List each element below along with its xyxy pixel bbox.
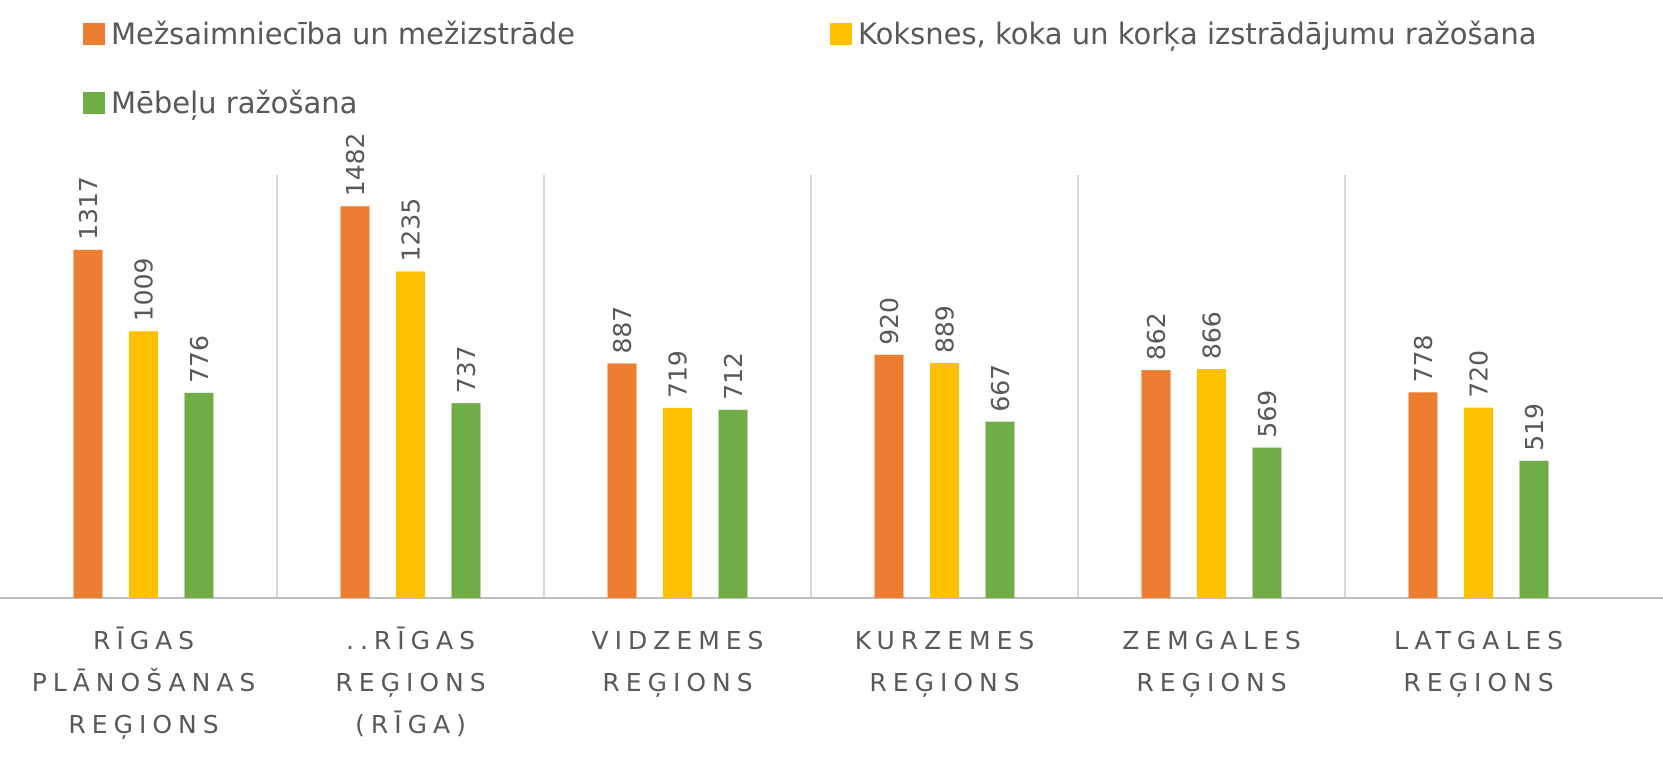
data-label: 920 xyxy=(875,297,904,345)
legend-label: Mēbeļu ražošana xyxy=(111,86,357,120)
data-label: 720 xyxy=(1465,350,1494,398)
x-tick-label: LATGALES REĢIONS xyxy=(1393,626,1569,697)
data-label: 519 xyxy=(1520,403,1549,451)
bar xyxy=(1197,369,1226,598)
data-label: 737 xyxy=(452,345,481,393)
bar xyxy=(129,331,158,598)
bar xyxy=(663,407,692,598)
bar xyxy=(451,403,481,598)
data-label: 569 xyxy=(1253,390,1282,438)
data-label: 887 xyxy=(608,306,637,354)
data-label: 1235 xyxy=(397,198,426,262)
bar xyxy=(73,249,103,599)
x-tick-label: ..RĪGAS REĢIONS (RĪGA) xyxy=(335,626,492,739)
data-label: 778 xyxy=(1409,335,1438,383)
legend-swatch xyxy=(83,92,105,114)
data-label: 1009 xyxy=(130,258,159,322)
bar xyxy=(340,206,370,599)
bar xyxy=(184,392,214,598)
data-label: 776 xyxy=(185,335,214,383)
data-label: 1317 xyxy=(74,176,103,240)
x-tick-label: KURZEMES REĢIONS xyxy=(854,626,1041,697)
bar xyxy=(1141,370,1171,598)
bar xyxy=(1519,460,1549,598)
legend-swatch xyxy=(83,23,105,45)
legend-label: Mežsaimniecība un mežizstrāde xyxy=(111,17,575,51)
legend-swatch xyxy=(830,23,852,45)
data-label: 719 xyxy=(664,350,693,398)
data-label: 862 xyxy=(1142,312,1171,360)
bar xyxy=(930,362,959,598)
bar xyxy=(396,271,425,598)
bar xyxy=(985,421,1015,598)
bar xyxy=(607,363,637,598)
x-tick-label: VIDZEMES REĢIONS xyxy=(591,626,770,697)
x-tick-label: ZEMGALES REĢIONS xyxy=(1122,626,1307,697)
x-tick-label: RĪGAS PLĀNOŠANAS REĢIONS xyxy=(31,626,262,739)
data-label: 712 xyxy=(719,352,748,400)
bar xyxy=(1464,407,1493,598)
legend-label: Koksnes, koka un korķa izstrādājumu ražo… xyxy=(858,17,1537,51)
bar xyxy=(718,409,748,598)
data-label: 1482 xyxy=(341,133,370,197)
bar xyxy=(1252,447,1282,598)
bar xyxy=(1408,392,1438,598)
data-label: 889 xyxy=(931,305,960,353)
data-label: 667 xyxy=(986,364,1015,412)
bar xyxy=(874,354,904,598)
data-label: 866 xyxy=(1198,311,1227,359)
